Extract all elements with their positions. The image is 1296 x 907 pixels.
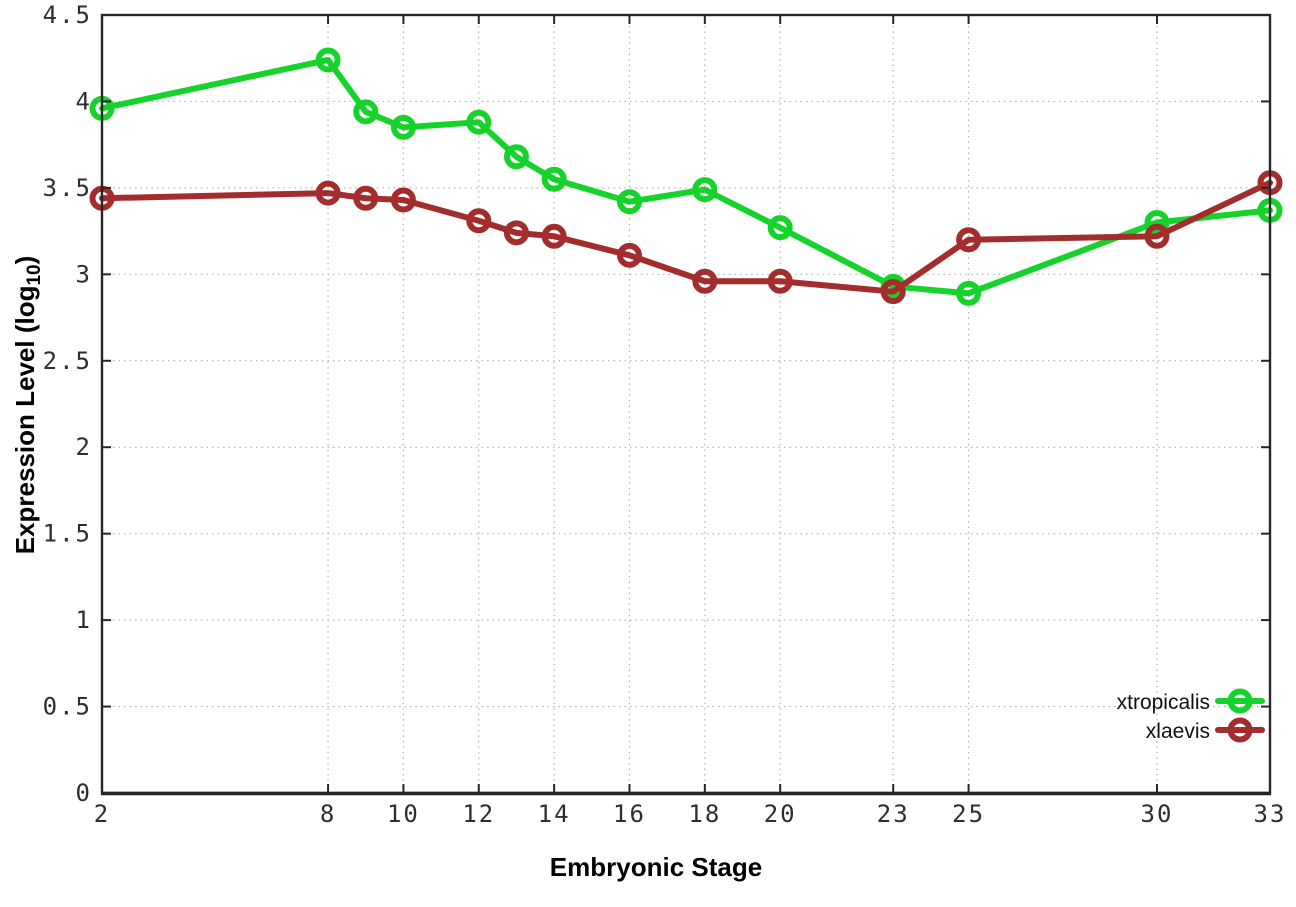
y-tick-label: 4 (76, 87, 92, 115)
y-tick-label: 4.5 (43, 1, 92, 29)
data-point-xtropicalis (767, 215, 793, 241)
series-line-xlaevis (99, 179, 1273, 295)
data-point-xtropicalis (466, 109, 492, 135)
legend-entry-xlaevis: xlaevis (1146, 717, 1265, 743)
data-point-xtropicalis (390, 114, 416, 140)
x-tick-label: 12 (462, 800, 495, 828)
data-point-xlaevis (956, 227, 982, 253)
y-tick-label: 0 (76, 779, 92, 807)
legend-entry-xtropicalis: xtropicalis (1117, 688, 1265, 714)
data-point-xtropicalis (616, 189, 642, 215)
data-point-xlaevis (466, 208, 492, 234)
data-point-xlaevis (390, 187, 416, 213)
data-point-xlaevis (541, 223, 567, 249)
x-tick-label: 14 (538, 800, 571, 828)
y-tick-label: 1 (76, 606, 92, 634)
x-tick-label: 10 (387, 800, 420, 828)
data-point-xlaevis (353, 185, 379, 211)
legend-label-xlaevis: xlaevis (1146, 720, 1210, 743)
data-point-xlaevis (315, 180, 341, 206)
plot-frame (100, 13, 1272, 795)
x-tick-label: 8 (320, 800, 336, 828)
series-line-xtropicalis (99, 56, 1273, 297)
legend: xtropicalis xlaevis (1117, 688, 1265, 743)
data-point-xtropicalis (353, 99, 379, 125)
y-tick-label: 0.5 (43, 693, 92, 721)
data-point-xtropicalis (956, 280, 982, 306)
y-tick-label: 2.5 (43, 347, 92, 375)
x-tick-label: 25 (952, 800, 985, 828)
x-tick-label: 16 (613, 800, 646, 828)
data-point-xtropicalis (503, 144, 529, 170)
data-point-xlaevis (1144, 223, 1170, 249)
axes-frame (100, 13, 1272, 796)
data-point-xtropicalis (692, 177, 718, 203)
gridlines (102, 15, 1270, 793)
data-point-xtropicalis (315, 47, 341, 73)
x-tick-label: 23 (877, 800, 910, 828)
x-tick-label: 2 (94, 800, 110, 828)
x-tick-label: 33 (1254, 800, 1287, 828)
legend-sample-marker-xlaevis (1227, 717, 1253, 743)
legend-sample-marker-xtropicalis (1227, 688, 1253, 714)
y-tick-label: 2 (76, 433, 92, 461)
legend-label-xtropicalis: xtropicalis (1117, 691, 1210, 714)
y-tick-label: 3 (76, 260, 92, 288)
data-series (89, 47, 1283, 306)
data-point-xtropicalis (541, 166, 567, 192)
y-axis-title: Expression Level (log10) (10, 256, 45, 555)
data-point-xlaevis (503, 220, 529, 246)
x-tick-label: 20 (764, 800, 797, 828)
data-point-xlaevis (692, 268, 718, 294)
y-tick-label: 1.5 (43, 520, 92, 548)
data-point-xlaevis (880, 279, 906, 305)
tick-labels: 2 8 10 12 14 16 18 20 23 25 30 33 0 0.5 1 1.5 2 2.5 3 3.5 4 4… (43, 1, 1287, 828)
x-axis-title: Embryonic Stage (550, 852, 762, 882)
data-point-xtropicalis (1144, 209, 1170, 235)
x-tick-label: 30 (1141, 800, 1174, 828)
x-tick-label: 18 (688, 800, 721, 828)
data-point-xlaevis (616, 242, 642, 268)
data-point-xlaevis (767, 268, 793, 294)
y-tick-label: 3.5 (43, 174, 92, 202)
